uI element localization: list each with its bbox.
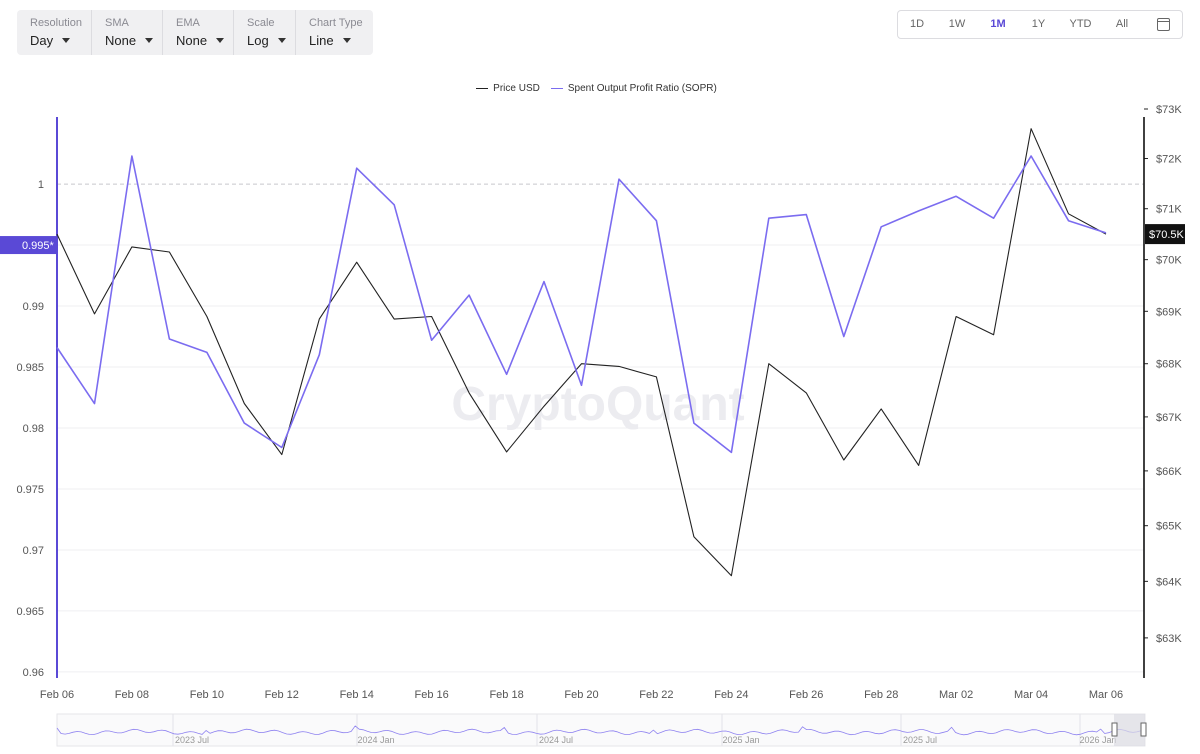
y-right-tick-label: $65K	[1156, 521, 1182, 533]
navigator-sparkline	[56, 725, 1146, 736]
navigator-track	[56, 713, 1146, 747]
chart-type-select[interactable]: Chart Type Line	[296, 10, 373, 55]
navigator-selection	[1114, 714, 1145, 746]
x-tick-label: Feb 24	[714, 689, 748, 701]
legend-label-sopr: Spent Output Profit Ratio (SOPR)	[567, 83, 717, 94]
y-left-tick-label: 1	[38, 179, 44, 191]
x-tick-label: Feb 12	[265, 689, 299, 701]
legend-item-price[interactable]: Price USD	[476, 83, 540, 94]
y-right-tick-label: $71K	[1156, 204, 1182, 216]
range-button-ytd[interactable]: YTD	[1069, 18, 1092, 30]
navigator-label: 2024 Jan	[357, 735, 394, 745]
x-tick-label: Feb 26	[789, 689, 823, 701]
y-left-tick-label: 0.99	[23, 301, 44, 313]
y-right-tick-label: $64K	[1156, 576, 1182, 588]
navigator-handle-left[interactable]	[1111, 722, 1118, 737]
x-tick-label: Feb 22	[639, 689, 673, 701]
chart-type-value: Line	[309, 33, 334, 48]
ema-caption: EMA	[176, 17, 200, 29]
chart-options-toolbar: Resolution Day SMA None EMA None Scale L…	[17, 10, 373, 55]
y-left-tick-label: 0.965	[16, 606, 44, 618]
y-right-tick-label: $63K	[1156, 633, 1182, 645]
scale-select[interactable]: Scale Log	[234, 10, 296, 55]
ema-select[interactable]: EMA None	[163, 10, 234, 55]
legend-swatch-sopr	[550, 88, 563, 89]
x-tick-label: Feb 18	[489, 689, 523, 701]
navigator: 2023 Jul 2024 Jan 2024 Jul 2025 Jan 2025 Jul…	[56, 713, 1147, 747]
x-tick-label: Feb 14	[340, 689, 374, 701]
chart-legend: Price USD Spent Output Profit Ratio (SOP…	[0, 83, 1200, 94]
y-right-tick-label: $70K	[1156, 255, 1182, 267]
axis-labels: 0.96 0.965 0.97 0.975 0.98 0.985 0.99 1 $63K $64K…	[0, 104, 1185, 701]
chart-type-caption: Chart Type	[309, 17, 363, 29]
price-usd-line	[56, 128, 1107, 577]
navigator-label: 2025 Jan	[722, 735, 759, 745]
y-left-tick-label: 0.98	[23, 423, 44, 435]
navigator-label: 2026 Jan	[1079, 735, 1116, 745]
x-tick-label: Mar 02	[939, 689, 973, 701]
range-button-all[interactable]: All	[1115, 18, 1129, 30]
range-button-1w[interactable]: 1W	[948, 18, 966, 30]
scale-value: Log	[247, 33, 269, 48]
range-button-1m[interactable]: 1M	[990, 18, 1006, 30]
scale-caption: Scale	[247, 17, 275, 29]
y-left-tick-label: 0.985	[16, 362, 44, 374]
y-right-tick-label: $67K	[1156, 412, 1182, 424]
x-tick-label: Mar 04	[1014, 689, 1048, 701]
navigator-label: 2025 Jul	[903, 735, 937, 745]
chevron-down-icon	[145, 38, 154, 43]
sma-select[interactable]: SMA None	[92, 10, 163, 55]
chevron-down-icon	[277, 38, 286, 43]
current-sopr-badge	[0, 236, 57, 255]
y-left-tick-label: 0.97	[23, 545, 44, 557]
x-tick-label: Feb 28	[864, 689, 898, 701]
sma-value: None	[105, 33, 137, 48]
y-left-tick-label: 0.96	[23, 667, 44, 679]
sma-caption: SMA	[105, 17, 129, 29]
legend-swatch-price	[476, 88, 489, 89]
axes	[56, 108, 1148, 678]
series-lines	[56, 128, 1107, 577]
y-right-tick-label: $69K	[1156, 306, 1182, 318]
x-tick-label: Feb 20	[564, 689, 598, 701]
x-tick-label: Mar 06	[1089, 689, 1123, 701]
chevron-down-icon	[216, 38, 225, 43]
ema-value: None	[176, 33, 208, 48]
grid-lines	[57, 183, 1144, 673]
resolution-value: Day	[30, 33, 54, 48]
x-tick-label: Feb 16	[415, 689, 449, 701]
navigator-label: 2023 Jul	[175, 735, 209, 745]
y-right-tick-label: $66K	[1156, 466, 1182, 478]
sopr-line	[56, 155, 1107, 454]
resolution-select[interactable]: Resolution Day	[17, 10, 92, 55]
chevron-down-icon	[62, 38, 71, 43]
y-right-tick-label: $68K	[1156, 359, 1182, 371]
current-sopr-label: 0.995*	[22, 240, 55, 252]
range-button-1y[interactable]: 1Y	[1031, 18, 1046, 30]
current-price-badge	[1145, 224, 1185, 245]
x-tick-label: Feb 08	[115, 689, 149, 701]
legend-label-price: Price USD	[493, 83, 540, 94]
y-right-tick-label: $72K	[1156, 154, 1182, 166]
navigator-label: 2024 Jul	[539, 735, 573, 745]
y-right-tick-label: $73K	[1156, 104, 1182, 116]
cryptoquant-watermark: CryptoQuant	[451, 378, 744, 431]
legend-item-sopr[interactable]: Spent Output Profit Ratio (SOPR)	[550, 83, 717, 94]
range-button-1d[interactable]: 1D	[909, 18, 925, 30]
x-tick-label: Feb 10	[190, 689, 224, 701]
resolution-caption: Resolution	[30, 17, 82, 29]
y-left-tick-label: 0.975	[16, 484, 44, 496]
time-range-selector: 1D 1W 1M 1Y YTD All	[897, 10, 1183, 39]
current-price-label: $70.5K	[1149, 229, 1185, 241]
calendar-icon[interactable]	[1157, 18, 1170, 31]
chevron-down-icon	[342, 38, 351, 43]
x-tick-label: Feb 06	[40, 689, 74, 701]
navigator-handle-right[interactable]	[1140, 722, 1147, 737]
